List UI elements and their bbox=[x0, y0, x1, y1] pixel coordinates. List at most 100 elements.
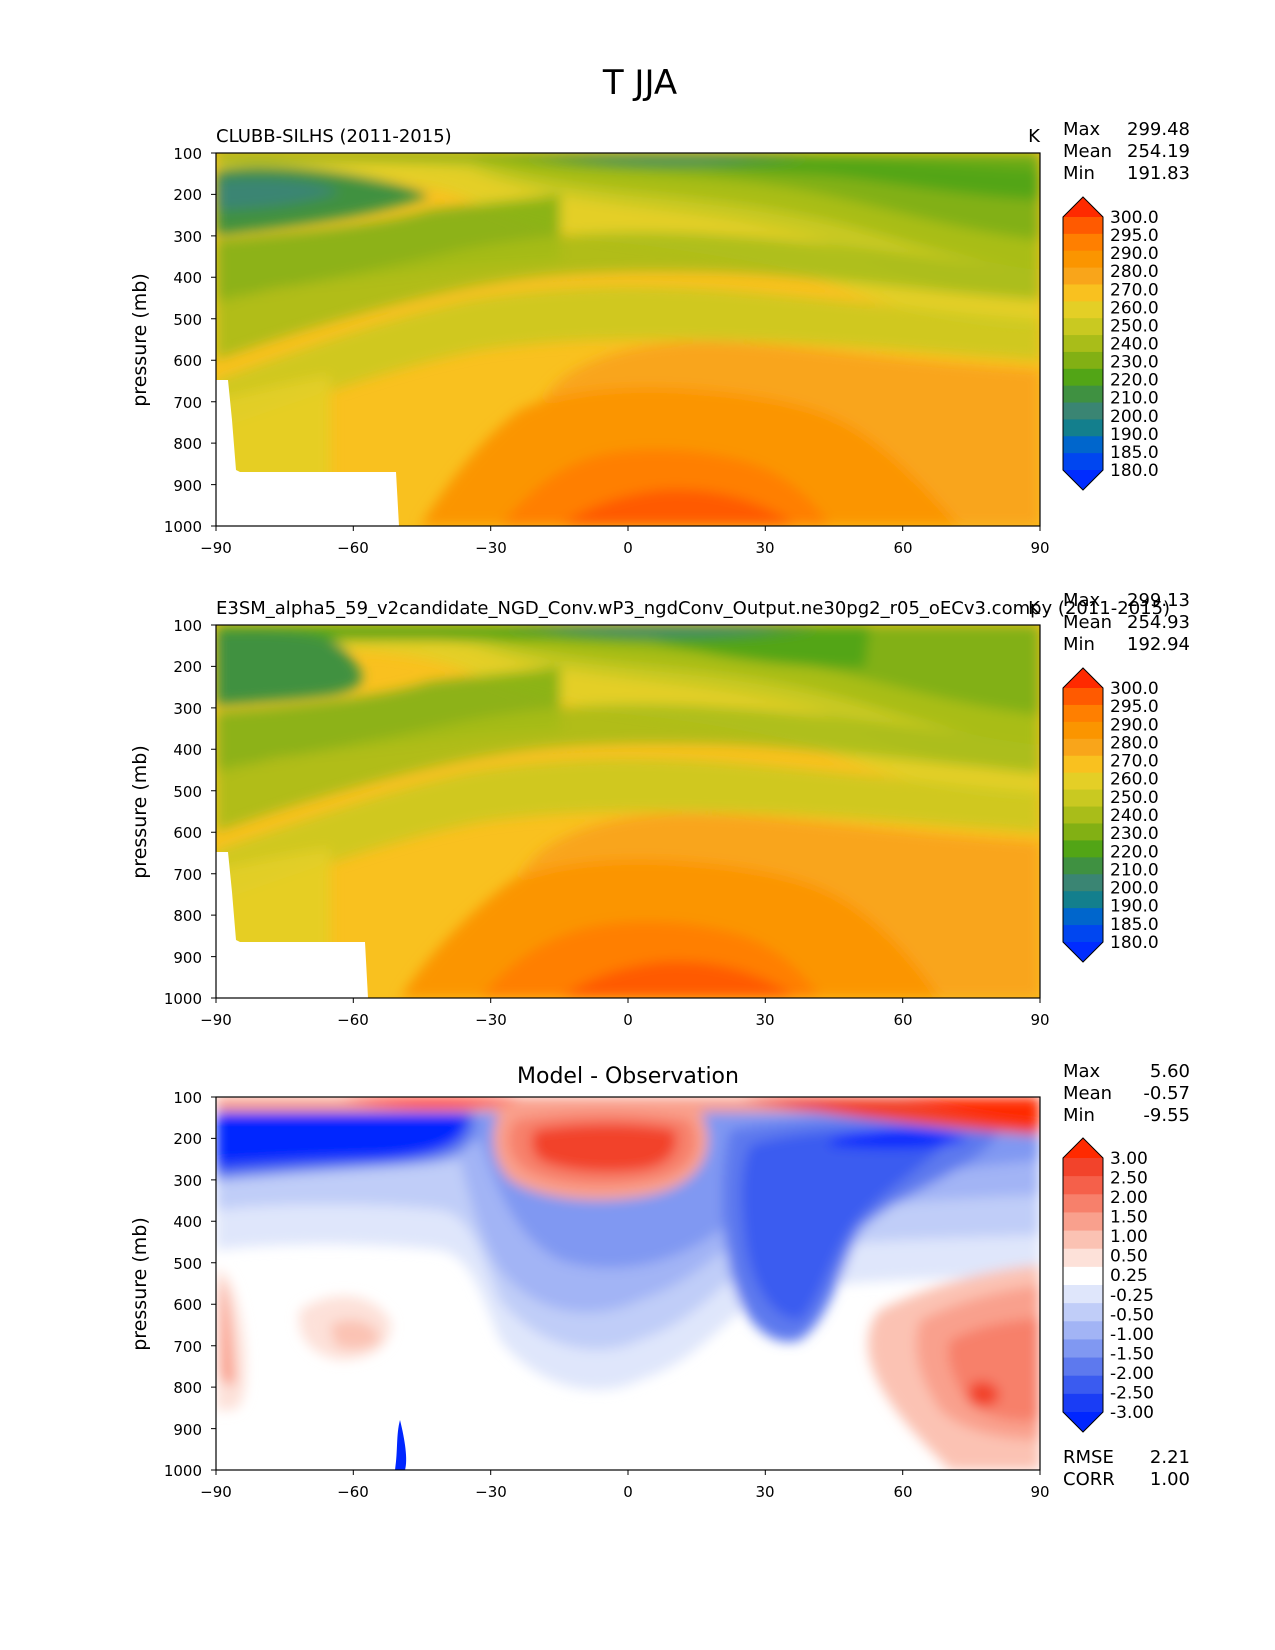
colorbar-tick-label: 295.0 bbox=[1110, 226, 1159, 246]
panel-reference: E3SM_alpha5_59_v2candidate_NGD_Conv.wP3_… bbox=[129, 590, 1190, 1029]
colorbar-segment bbox=[1063, 284, 1103, 302]
colorbar-segment bbox=[1063, 318, 1103, 336]
colorbar-segment bbox=[1063, 1339, 1103, 1359]
x-tick-label: −30 bbox=[475, 1483, 507, 1501]
x-tick-label: −90 bbox=[200, 539, 232, 557]
colorbar-segment bbox=[1063, 704, 1103, 723]
colorbar-segment bbox=[1063, 301, 1103, 319]
colorbar-segment bbox=[1063, 1285, 1103, 1304]
colorbar-tick-label: 190.0 bbox=[1110, 897, 1159, 917]
y-tick-label: 600 bbox=[173, 1296, 202, 1314]
y-tick-label: 100 bbox=[173, 145, 202, 163]
stat-label: Min bbox=[1063, 634, 1095, 655]
colorbar-tick-label: 240.0 bbox=[1110, 335, 1159, 355]
colorbar-tick-label: 3.00 bbox=[1110, 1149, 1148, 1169]
colorbar-segment bbox=[1063, 267, 1103, 285]
colorbar-tick-label: 2.00 bbox=[1110, 1188, 1148, 1208]
y-axis-label: pressure (mb) bbox=[129, 745, 151, 879]
colorbar: 300.0295.0290.0280.0270.0260.0250.0240.0… bbox=[1062, 667, 1159, 963]
x-tick-label: 0 bbox=[623, 539, 633, 557]
stat-value: 5.60 bbox=[1150, 1061, 1190, 1082]
colorbar-segment bbox=[1063, 908, 1103, 926]
colorbar-tick-label: 230.0 bbox=[1110, 824, 1159, 844]
colorbar-tick-label: -1.50 bbox=[1110, 1344, 1154, 1364]
colorbar-tick-label: 200.0 bbox=[1110, 407, 1159, 427]
colorbar-outline bbox=[1062, 1137, 1104, 1433]
stats-block: Max 299.13 Mean 254.93 Min 192.94 bbox=[1063, 590, 1190, 655]
x-tick-label: 90 bbox=[1030, 1011, 1049, 1029]
stat-label: Max bbox=[1063, 119, 1101, 140]
colorbar-tick-label: 240.0 bbox=[1110, 806, 1159, 826]
colorbar-segment bbox=[1063, 1230, 1103, 1250]
colorbar-segment bbox=[1063, 385, 1103, 404]
colorbar-segment bbox=[1063, 857, 1103, 875]
figure-title: T JJA bbox=[602, 63, 677, 103]
colorbar-segment bbox=[1063, 1248, 1103, 1268]
panel-title: Model - Observation bbox=[517, 1064, 739, 1089]
x-tick-label: −60 bbox=[337, 539, 369, 557]
colorbar-segment bbox=[1063, 721, 1103, 740]
colorbar-segment bbox=[1063, 874, 1103, 892]
colorbar-tick-label: 300.0 bbox=[1110, 679, 1159, 699]
colorbar-segment bbox=[1063, 1158, 1103, 1177]
y-ticks: 100 200 300 400 500 600 700 800 900 1000 bbox=[164, 145, 216, 536]
colorbar-segment bbox=[1063, 233, 1103, 252]
colorbar-outline bbox=[1062, 196, 1104, 491]
units-label: K bbox=[1028, 598, 1041, 619]
stat-label: Mean bbox=[1063, 612, 1112, 633]
panel-title: CLUBB-SILHS (2011-2015) bbox=[216, 126, 452, 147]
colorbar-tick-label: 290.0 bbox=[1110, 244, 1159, 264]
colorbar-tick-label: 200.0 bbox=[1110, 879, 1159, 899]
stat-label: Min bbox=[1063, 163, 1095, 184]
colorbar-segment bbox=[1063, 823, 1103, 841]
y-tick-label: 800 bbox=[173, 435, 202, 453]
colorbar-tick-label: 270.0 bbox=[1110, 280, 1159, 300]
contour-field-reference bbox=[216, 625, 1040, 998]
colorbar-segment bbox=[1063, 368, 1103, 387]
y-tick-label: 900 bbox=[173, 949, 202, 967]
colorbar-tick-label: 280.0 bbox=[1110, 733, 1159, 753]
y-tick-label: 700 bbox=[173, 1338, 202, 1356]
stat-value: -9.55 bbox=[1143, 1105, 1190, 1126]
colorbar-tick-label: 270.0 bbox=[1110, 752, 1159, 772]
stat-label: Min bbox=[1063, 1105, 1095, 1126]
colorbar-tick-label: 250.0 bbox=[1110, 788, 1159, 808]
colorbar-extension-max bbox=[1063, 197, 1103, 217]
y-tick-label: 800 bbox=[173, 907, 202, 925]
y-tick-label: 500 bbox=[173, 311, 202, 329]
stats-block: Max 5.60 Mean -0.57 Min -9.55 bbox=[1063, 1061, 1190, 1126]
colorbar-tick-label: 220.0 bbox=[1110, 371, 1159, 391]
y-tick-label: 300 bbox=[173, 1172, 202, 1190]
x-tick-label: 60 bbox=[893, 539, 912, 557]
x-ticks: −90 −60 −30 0 30 60 90 bbox=[200, 526, 1050, 557]
colorbar-tick-label: 1.00 bbox=[1110, 1227, 1148, 1247]
stat-value: 299.13 bbox=[1127, 590, 1190, 611]
y-tick-label: 300 bbox=[173, 700, 202, 718]
y-tick-label: 700 bbox=[173, 866, 202, 884]
y-tick-label: 1000 bbox=[164, 1462, 202, 1480]
y-tick-label: 200 bbox=[173, 658, 202, 676]
stat-value: 254.93 bbox=[1127, 612, 1190, 633]
y-tick-label: 300 bbox=[173, 228, 202, 246]
colorbar-segment bbox=[1063, 1357, 1103, 1377]
colorbar-segment bbox=[1063, 351, 1103, 370]
colorbar-tick-label: 2.50 bbox=[1110, 1169, 1148, 1189]
y-tick-label: 600 bbox=[173, 352, 202, 370]
colorbar-tick-label: 0.25 bbox=[1110, 1266, 1148, 1286]
x-tick-label: 0 bbox=[623, 1483, 633, 1501]
colorbar-segment bbox=[1063, 1194, 1103, 1213]
colorbar-segment bbox=[1063, 1321, 1103, 1340]
x-tick-label: −90 bbox=[200, 1483, 232, 1501]
y-tick-label: 100 bbox=[173, 1089, 202, 1107]
colorbar-extension-min bbox=[1063, 942, 1103, 962]
colorbar-tick-label: 180.0 bbox=[1110, 933, 1159, 953]
x-tick-label: −30 bbox=[475, 1011, 507, 1029]
colorbar-segment bbox=[1063, 419, 1103, 437]
y-tick-label: 200 bbox=[173, 186, 202, 204]
colorbar-tick-label: 1.50 bbox=[1110, 1208, 1148, 1228]
colorbar-tick-label: 230.0 bbox=[1110, 353, 1159, 373]
y-ticks: 100 200 300 400 500 600 700 800 900 1000 bbox=[164, 1089, 216, 1480]
colorbar: 3.002.502.001.501.000.500.25-0.25-0.50-1… bbox=[1062, 1137, 1154, 1433]
colorbar-extension-min bbox=[1063, 470, 1103, 490]
